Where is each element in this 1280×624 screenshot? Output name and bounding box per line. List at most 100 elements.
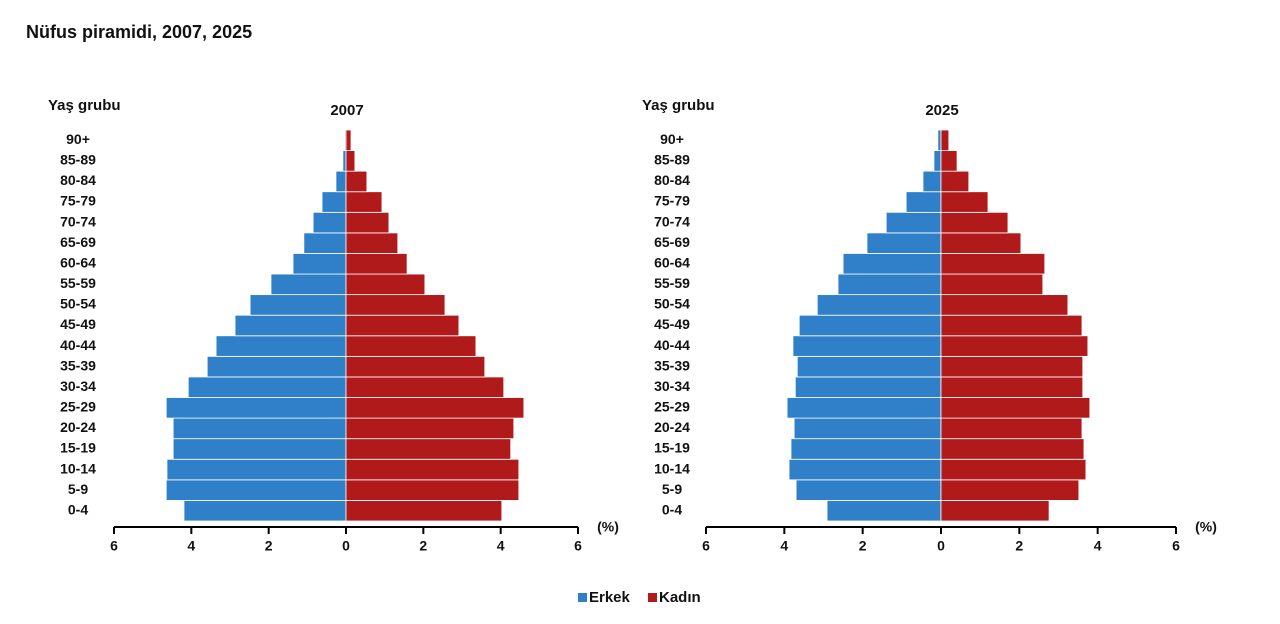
- bar: [187, 376, 347, 398]
- bar: [790, 438, 942, 460]
- bar: [270, 273, 347, 296]
- bar: [345, 150, 356, 172]
- x-tick-label: 6: [110, 538, 118, 554]
- bar: [345, 211, 390, 234]
- category-label: 35-39: [60, 357, 96, 373]
- bar: [342, 150, 347, 172]
- bar: [795, 479, 942, 501]
- category-label: 55-59: [654, 275, 690, 291]
- category-label: 70-74: [654, 213, 690, 229]
- category-label: 50-54: [60, 296, 96, 312]
- bar: [345, 294, 446, 316]
- bar: [940, 170, 970, 193]
- bar: [940, 294, 1069, 316]
- category-label: 45-49: [60, 316, 96, 332]
- bar: [940, 438, 1085, 460]
- category-label: 85-89: [60, 152, 96, 168]
- bar: [866, 232, 942, 254]
- bar: [796, 355, 942, 378]
- bar: [215, 335, 347, 357]
- bar: [345, 417, 515, 440]
- bar: [922, 170, 942, 193]
- y-axis-title: Yaş grubu: [48, 97, 121, 114]
- bar: [249, 294, 347, 316]
- bar: [345, 129, 352, 151]
- bar: [345, 170, 368, 193]
- bar: [816, 294, 942, 316]
- bar: [940, 314, 1083, 337]
- x-axis-unit: (%): [1195, 519, 1217, 535]
- category-label: 5-9: [68, 481, 88, 497]
- legend-swatch: [648, 593, 657, 602]
- bar: [335, 170, 347, 193]
- x-axis-unit: (%): [597, 519, 619, 535]
- bar: [940, 397, 1091, 419]
- category-label: 50-54: [654, 296, 690, 312]
- x-tick-label: 2: [419, 538, 427, 554]
- page-title: Nüfus piramidi, 2007, 2025: [26, 22, 252, 42]
- bar: [321, 191, 347, 213]
- bar: [940, 253, 1046, 275]
- category-label: 55-59: [60, 275, 96, 291]
- bar: [345, 376, 505, 398]
- category-label: 15-19: [654, 440, 690, 456]
- category-label: 90+: [66, 131, 90, 147]
- bar: [940, 232, 1022, 254]
- bar: [345, 232, 399, 254]
- bar: [940, 458, 1087, 481]
- bar: [345, 355, 486, 378]
- bar: [345, 191, 383, 213]
- bar: [345, 438, 512, 460]
- bar: [940, 479, 1080, 501]
- bar: [303, 232, 347, 254]
- bar: [940, 129, 950, 151]
- bar: [234, 314, 347, 337]
- bar: [940, 191, 989, 213]
- bar: [206, 355, 347, 378]
- bar: [793, 417, 942, 440]
- category-label: 30-34: [654, 378, 690, 394]
- category-label: 40-44: [654, 337, 690, 353]
- bar: [312, 211, 347, 234]
- bar: [345, 335, 477, 357]
- bar: [165, 397, 347, 419]
- bar: [165, 479, 347, 501]
- bar: [937, 129, 942, 151]
- bar: [345, 273, 426, 296]
- category-label: 10-14: [654, 460, 690, 476]
- chart-title: 2007: [330, 102, 363, 119]
- bar: [788, 458, 942, 481]
- category-label: 10-14: [60, 460, 96, 476]
- category-label: 70-74: [60, 213, 96, 229]
- x-tick-label: 4: [1094, 538, 1102, 554]
- bar: [345, 479, 520, 501]
- bar: [940, 355, 1084, 378]
- legend-swatch: [578, 593, 587, 602]
- category-label: 0-4: [68, 501, 88, 517]
- legend-label: Kadın: [659, 589, 701, 606]
- bar: [940, 376, 1084, 398]
- x-tick-label: 0: [342, 538, 350, 554]
- category-label: 80-84: [60, 172, 96, 188]
- bar: [798, 314, 942, 337]
- bar: [172, 438, 347, 460]
- bar: [940, 273, 1044, 296]
- bar: [345, 397, 525, 419]
- category-label: 35-39: [654, 357, 690, 373]
- category-label: 15-19: [60, 440, 96, 456]
- legend-label: Erkek: [589, 589, 631, 606]
- x-tick-label: 6: [702, 538, 710, 554]
- category-label: 25-29: [654, 399, 690, 415]
- category-label: 85-89: [654, 152, 690, 168]
- x-tick-label: 2: [1015, 538, 1023, 554]
- bar: [345, 500, 503, 522]
- bar: [345, 458, 520, 481]
- category-label: 90+: [660, 131, 684, 147]
- bar: [837, 273, 942, 296]
- bar: [940, 150, 958, 172]
- category-label: 75-79: [60, 193, 96, 209]
- bar: [940, 211, 1009, 234]
- category-label: 25-29: [60, 399, 96, 415]
- category-label: 30-34: [60, 378, 96, 394]
